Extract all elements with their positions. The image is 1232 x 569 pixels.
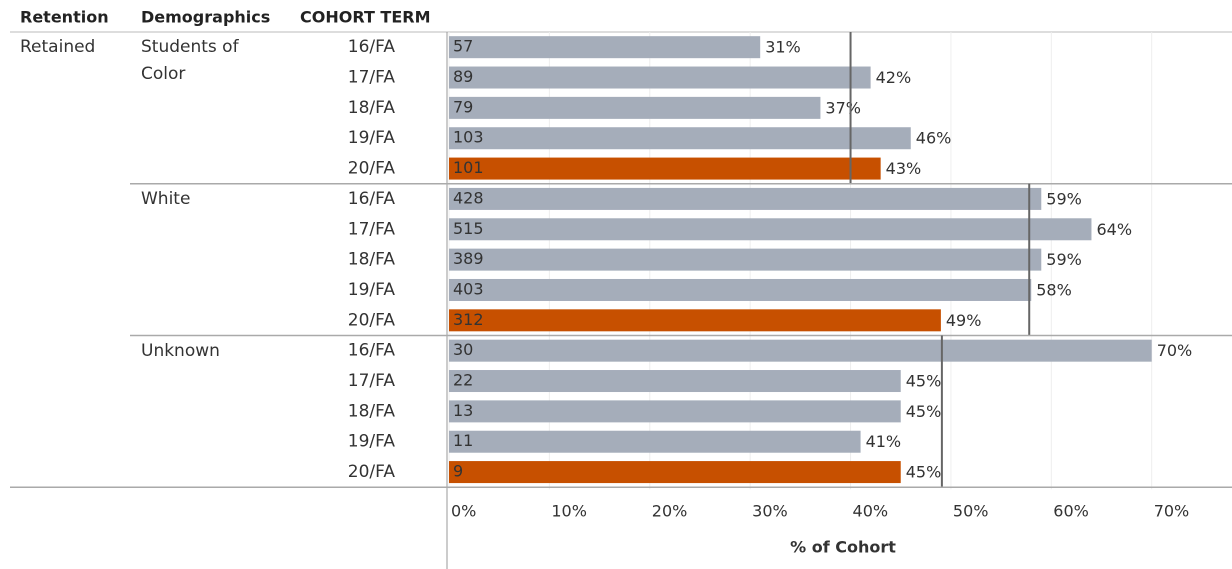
bar-count: 89 — [453, 67, 473, 86]
value-label: 31% — [765, 38, 801, 57]
bar-count: 101 — [453, 158, 484, 177]
bar-count: 79 — [453, 97, 473, 116]
term-label: 16/FA — [348, 341, 396, 361]
bar — [449, 157, 881, 180]
value-label: 70% — [1157, 341, 1193, 360]
bar-count: 428 — [453, 188, 484, 207]
group-label: Students of Color — [141, 37, 239, 84]
bar-count: 11 — [453, 431, 473, 450]
bar — [449, 66, 871, 89]
x-tick-label: 30% — [752, 502, 788, 521]
bar-count: 30 — [453, 340, 473, 359]
bar-count: 22 — [453, 371, 473, 390]
value-label: 49% — [946, 311, 982, 330]
term-label: 17/FA — [348, 219, 396, 239]
value-label: 45% — [906, 463, 942, 482]
term-label: 17/FA — [348, 68, 396, 88]
term-label: 20/FA — [348, 159, 396, 179]
column-header: COHORT TERM — [300, 8, 431, 27]
bar — [449, 370, 901, 393]
x-tick-label: 40% — [853, 502, 889, 521]
value-label: 45% — [906, 402, 942, 421]
term-label: 18/FA — [348, 98, 396, 118]
term-label: 18/FA — [348, 250, 396, 270]
x-tick-label: 60% — [1053, 502, 1089, 521]
term-label: 17/FA — [348, 371, 396, 391]
value-label: 45% — [906, 372, 942, 391]
column-header: Retention — [20, 8, 109, 27]
bar — [449, 309, 941, 332]
bar — [449, 461, 901, 484]
group-label: Unknown — [141, 340, 220, 361]
term-label: 20/FA — [348, 310, 396, 330]
bar-count: 57 — [453, 37, 473, 56]
value-label: 59% — [1046, 250, 1082, 269]
bar-count: 389 — [453, 249, 484, 268]
bar-count: 103 — [453, 128, 484, 147]
value-label: 46% — [916, 129, 952, 148]
term-label: 16/FA — [348, 37, 396, 57]
value-label: 58% — [1036, 280, 1072, 299]
value-label: 41% — [866, 432, 902, 451]
x-tick-label: 50% — [953, 502, 989, 521]
bar-count: 13 — [453, 401, 473, 420]
x-tick-label: 0% — [451, 502, 476, 521]
bar — [449, 248, 1042, 271]
bar — [449, 339, 1152, 362]
bar — [449, 127, 911, 150]
value-label: 43% — [886, 159, 922, 178]
group-label: White — [141, 188, 191, 209]
bar — [449, 187, 1042, 210]
x-tick-label: 20% — [652, 502, 688, 521]
x-axis-title: % of Cohort — [790, 538, 896, 557]
term-label: 19/FA — [348, 128, 396, 148]
value-label: 64% — [1096, 220, 1132, 239]
x-tick-label: 70% — [1154, 502, 1190, 521]
term-label: 20/FA — [348, 462, 396, 482]
term-label: 18/FA — [348, 401, 396, 421]
term-label: 19/FA — [348, 432, 396, 452]
bar-count: 9 — [453, 462, 463, 481]
bar-count: 312 — [453, 310, 484, 329]
bar — [449, 400, 901, 423]
bar — [449, 218, 1092, 241]
value-label: 37% — [825, 98, 861, 117]
bar — [449, 430, 861, 453]
retention-label: Retained — [20, 37, 96, 57]
value-label: 42% — [876, 68, 912, 87]
bar — [449, 96, 821, 119]
term-label: 19/FA — [348, 280, 396, 300]
bar-count: 515 — [453, 219, 484, 238]
value-label: 59% — [1046, 189, 1082, 208]
bar-count: 403 — [453, 279, 484, 298]
bar — [449, 36, 761, 59]
column-header: Demographics — [141, 8, 270, 27]
bar — [449, 278, 1032, 301]
x-tick-label: 10% — [551, 502, 587, 521]
term-label: 16/FA — [348, 189, 396, 209]
